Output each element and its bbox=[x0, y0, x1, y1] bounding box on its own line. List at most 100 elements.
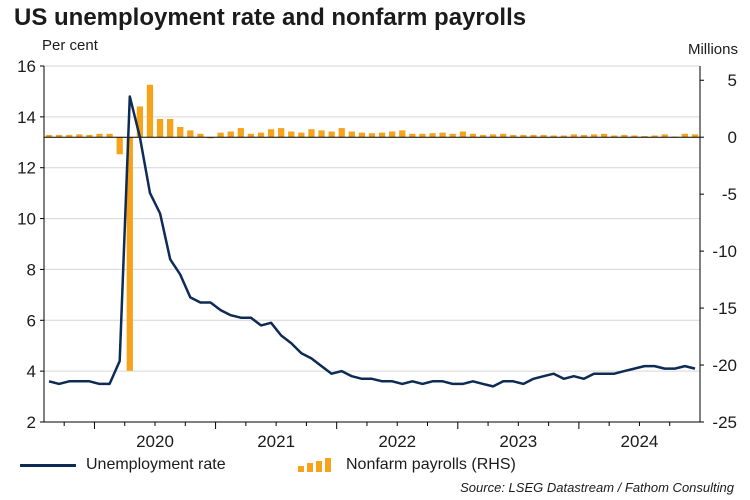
payroll-bar bbox=[348, 131, 355, 138]
x-tick-label: 2024 bbox=[621, 432, 659, 451]
payroll-bar bbox=[681, 133, 688, 138]
payroll-bar bbox=[409, 133, 416, 138]
payroll-bar bbox=[136, 106, 144, 138]
x-tick-label: 2023 bbox=[499, 432, 537, 451]
tick-labels: 2 4 6 8 10 12 14 16 5 0 -5 -10 -15 -20 -25 2020 2021 2022… bbox=[17, 57, 737, 451]
payroll-bars bbox=[45, 84, 699, 371]
payroll-bar bbox=[45, 134, 53, 138]
x-tick-label: 2021 bbox=[257, 432, 295, 451]
payroll-bar bbox=[530, 134, 537, 138]
legend-line-swatch bbox=[20, 463, 76, 467]
left-tick-label: 14 bbox=[17, 108, 36, 127]
legend-unemployment-label: Unemployment rate bbox=[86, 456, 226, 473]
payroll-bar bbox=[177, 126, 184, 138]
payroll-bar bbox=[338, 128, 345, 138]
payroll-bar bbox=[631, 135, 638, 138]
payroll-bar bbox=[167, 118, 174, 138]
left-axis-unit: Per cent bbox=[42, 37, 98, 54]
payroll-bar bbox=[237, 128, 244, 138]
payroll-bar bbox=[116, 137, 123, 155]
payroll-bar bbox=[308, 129, 315, 138]
legend-bar-swatch bbox=[298, 458, 338, 472]
right-axis-unit: Millions bbox=[687, 41, 738, 58]
source-note: Source: LSEG Datastream / Fathom Consult… bbox=[460, 480, 734, 495]
payroll-bar bbox=[197, 133, 204, 138]
payroll-bar bbox=[247, 133, 255, 138]
payroll-bar bbox=[449, 133, 456, 138]
unemployment-line bbox=[48, 95, 696, 388]
payroll-bar bbox=[146, 84, 154, 138]
payroll-bar bbox=[187, 130, 194, 138]
right-tick-label: 5 bbox=[728, 71, 737, 90]
payroll-bar bbox=[207, 137, 214, 139]
payroll-bar bbox=[621, 134, 628, 138]
payroll-bar bbox=[358, 132, 366, 138]
payroll-bar bbox=[641, 136, 648, 138]
left-tick-label: 10 bbox=[17, 210, 36, 229]
payroll-bar bbox=[651, 135, 658, 138]
x-tick-label: 2020 bbox=[136, 432, 174, 451]
right-tick-label: -20 bbox=[712, 356, 737, 375]
right-tick-label: 0 bbox=[728, 128, 737, 147]
payroll-bar bbox=[560, 135, 567, 138]
payroll-bar bbox=[489, 134, 497, 138]
right-tick-label: -25 bbox=[712, 413, 737, 432]
right-tick-label: -15 bbox=[712, 299, 737, 318]
payroll-bar bbox=[429, 133, 436, 138]
payroll-bar bbox=[550, 135, 557, 138]
payroll-bar bbox=[580, 134, 588, 138]
left-tick-label: 4 bbox=[27, 362, 36, 381]
left-tick-label: 6 bbox=[27, 311, 36, 330]
payroll-bar bbox=[540, 134, 547, 138]
payroll-bar bbox=[298, 132, 305, 138]
chart-title: US unemployment rate and nonfarm payroll… bbox=[14, 4, 527, 31]
right-tick-label: -10 bbox=[712, 242, 737, 261]
left-tick-label: 12 bbox=[17, 159, 36, 178]
payroll-bar bbox=[500, 133, 507, 138]
payroll-bar bbox=[570, 134, 577, 138]
payroll-bar bbox=[389, 131, 396, 138]
payroll-bar bbox=[520, 134, 527, 138]
payroll-bar bbox=[600, 133, 608, 138]
payroll-bar bbox=[328, 131, 335, 138]
legend-payrolls: Nonfarm payrolls (RHS) bbox=[298, 456, 516, 474]
payroll-bar bbox=[318, 130, 325, 138]
payroll-bar bbox=[479, 134, 487, 138]
payroll-bar bbox=[399, 130, 406, 138]
left-tick-label: 2 bbox=[27, 413, 36, 432]
payroll-bar bbox=[267, 129, 275, 138]
payroll-bar bbox=[257, 132, 265, 138]
payroll-bar bbox=[691, 134, 699, 138]
payroll-bar bbox=[419, 133, 426, 138]
payroll-bar bbox=[96, 133, 103, 138]
payroll-bar bbox=[288, 131, 295, 138]
legend-unemployment: Unemployment rate bbox=[20, 456, 226, 474]
payroll-bar bbox=[469, 133, 477, 138]
x-tick-label: 2022 bbox=[378, 432, 416, 451]
axes bbox=[40, 65, 704, 429]
left-tick-label: 8 bbox=[27, 260, 36, 279]
payroll-bar bbox=[217, 132, 224, 138]
payroll-bar bbox=[66, 134, 73, 138]
legend-payrolls-label: Nonfarm payrolls (RHS) bbox=[346, 456, 516, 473]
payroll-bar bbox=[106, 133, 113, 138]
gridlines bbox=[44, 65, 700, 372]
payroll-bar bbox=[76, 134, 83, 138]
payroll-bar bbox=[156, 118, 164, 138]
payroll-bar bbox=[510, 134, 517, 138]
payroll-bar bbox=[278, 128, 285, 138]
payroll-bar bbox=[459, 131, 466, 138]
payroll-bar bbox=[590, 134, 598, 138]
payroll-bar bbox=[611, 135, 618, 138]
payroll-bar bbox=[56, 134, 63, 138]
left-tick-label: 16 bbox=[17, 57, 36, 76]
payroll-bar bbox=[86, 134, 93, 138]
payroll-bar bbox=[439, 132, 446, 138]
unemployment-line-layer bbox=[48, 95, 696, 388]
payroll-bar bbox=[368, 133, 376, 138]
payroll-bar bbox=[126, 137, 133, 371]
payroll-bar bbox=[378, 132, 386, 138]
payroll-bar bbox=[227, 131, 234, 138]
payroll-bar bbox=[661, 134, 668, 138]
